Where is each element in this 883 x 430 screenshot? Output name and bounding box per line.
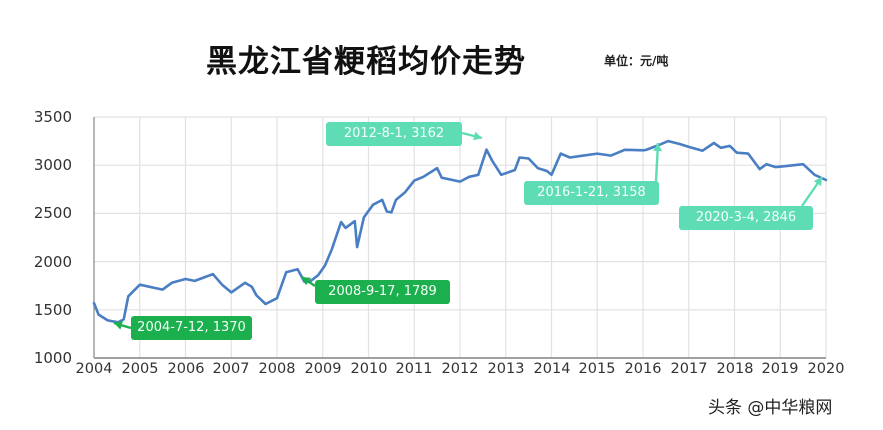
unit-label: 单位：元/吨 — [604, 54, 669, 68]
watermark: 头条 @中华粮网 — [708, 398, 833, 418]
chart-title: 黑龙江省粳稻均价走势 — [206, 44, 526, 80]
annotation-2008: 2008-9-17, 1789 — [315, 280, 450, 304]
annotation-2016: 2016-1-21, 3158 — [524, 181, 659, 205]
chart-axes — [93, 117, 826, 359]
x-tick-2008: 2008 — [258, 361, 296, 377]
x-tick-2007: 2007 — [212, 361, 250, 377]
callout-arrows — [113, 131, 823, 330]
y-tick-1000: 1000 — [33, 349, 72, 367]
x-tick-2020: 2020 — [807, 361, 845, 377]
x-tick-2019: 2019 — [761, 361, 799, 377]
price-line — [92, 139, 828, 324]
annotation-2020: 2020-3-4, 2846 — [679, 206, 813, 230]
x-tick-2017: 2017 — [670, 361, 708, 377]
y-tick-3500: 3500 — [33, 108, 72, 126]
x-tick-2006: 2006 — [167, 361, 205, 377]
x-tick-2013: 2013 — [487, 361, 525, 377]
annotation-2004-low: 2004-7-12, 1370 — [131, 316, 252, 340]
x-tick-2015: 2015 — [578, 361, 616, 377]
x-tick-2004: 2004 — [75, 361, 113, 377]
x-tick-2014: 2014 — [533, 361, 571, 377]
y-tick-2000: 2000 — [33, 253, 72, 271]
y-tick-3000: 3000 — [33, 156, 72, 174]
x-tick-2011: 2011 — [395, 361, 433, 377]
y-tick-2500: 2500 — [33, 204, 72, 222]
y-tick-1500: 1500 — [33, 301, 72, 319]
x-tick-2009: 2009 — [304, 361, 342, 377]
x-tick-2016: 2016 — [624, 361, 662, 377]
annotation-2012-peak: 2012-8-1, 3162 — [326, 122, 462, 146]
x-tick-2012: 2012 — [441, 361, 479, 377]
x-tick-2010: 2010 — [350, 361, 388, 377]
x-tick-2018: 2018 — [716, 361, 754, 377]
x-tick-2005: 2005 — [121, 361, 159, 377]
